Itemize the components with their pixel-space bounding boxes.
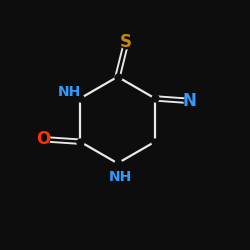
Text: N: N bbox=[183, 92, 196, 110]
Text: NH: NH bbox=[57, 85, 80, 99]
Text: S: S bbox=[120, 33, 132, 51]
Text: NH: NH bbox=[108, 170, 132, 184]
Text: O: O bbox=[36, 130, 50, 148]
